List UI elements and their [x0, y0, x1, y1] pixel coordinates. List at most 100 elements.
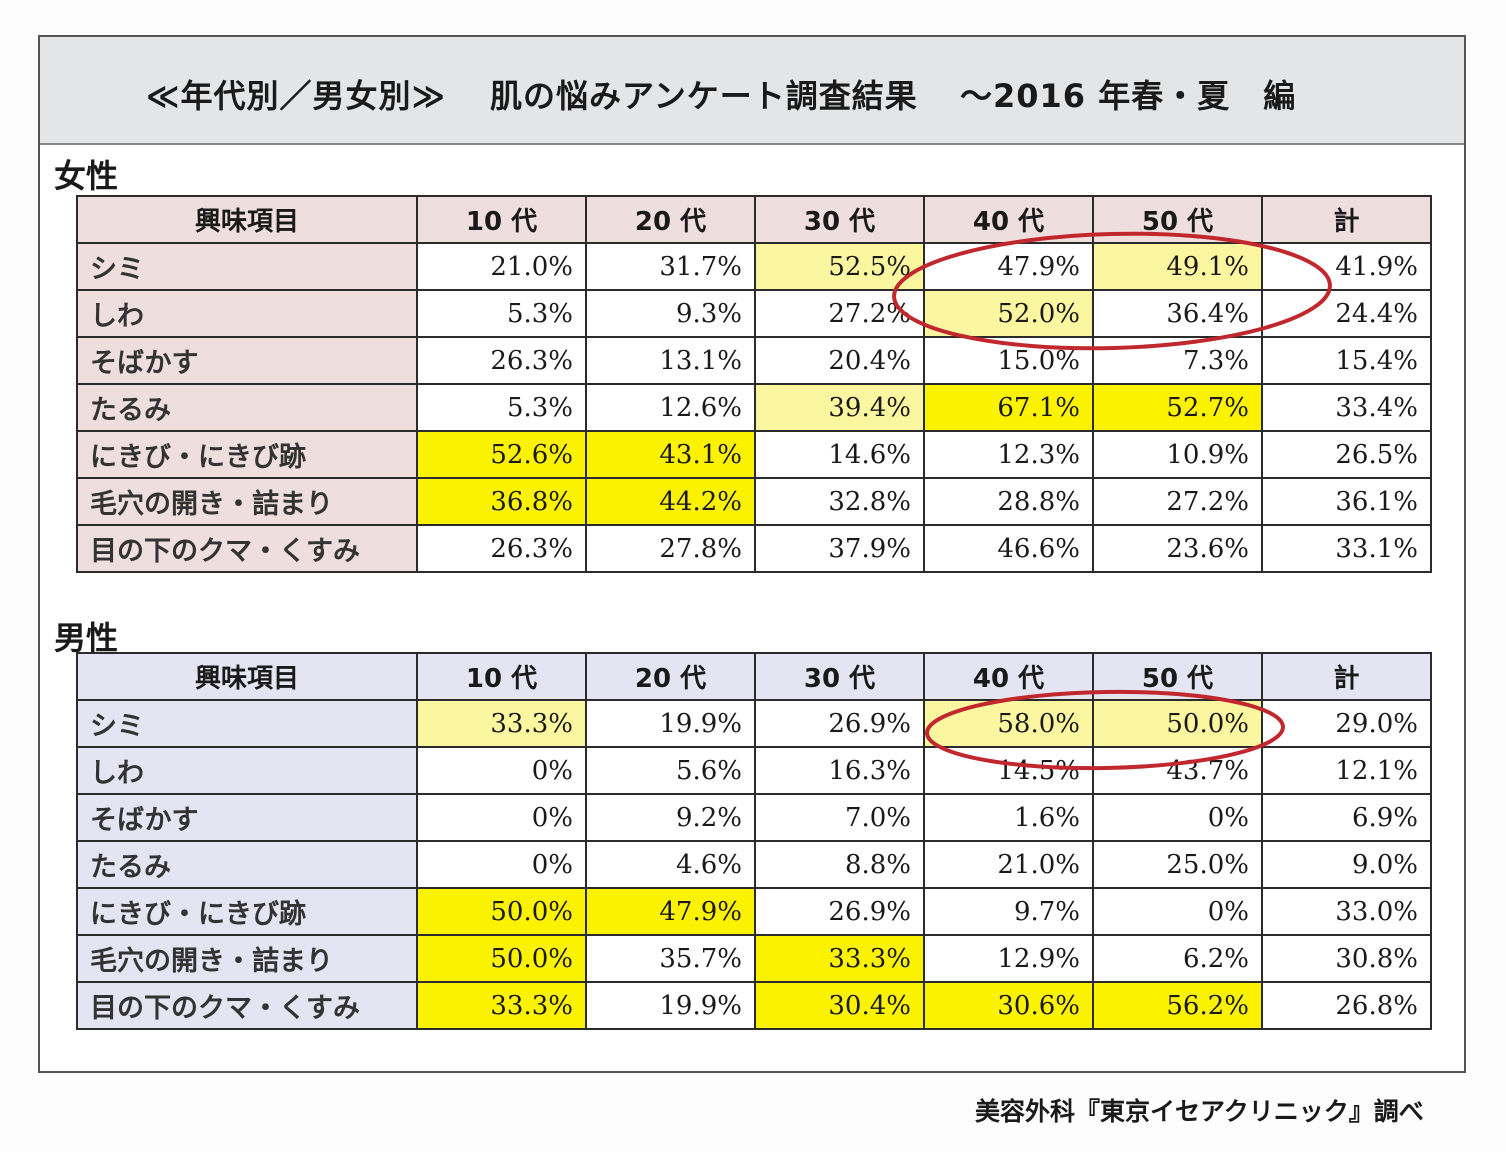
value-cell: 33.0%: [1261, 887, 1432, 936]
highlighted-value-cell: 33.3%: [754, 934, 925, 983]
highlighted-value-cell: 36.8%: [416, 477, 587, 526]
table-row: 目の下のクマ・くすみ 26.3% 27.8% 37.9% 46.6% 23.6% 33.1%: [76, 524, 1432, 573]
value-cell: 6.2%: [1092, 934, 1263, 983]
column-header: 30 代: [754, 652, 925, 701]
value-cell: 26.8%: [1261, 981, 1432, 1030]
row-label: しわ: [76, 746, 418, 795]
table-row: たるみ 0% 4.6% 8.8% 21.0% 25.0% 9.0%: [76, 840, 1432, 889]
column-header: 10 代: [416, 195, 587, 244]
value-cell: 25.0%: [1092, 840, 1263, 889]
table-row: 目の下のクマ・くすみ 33.3% 19.9% 30.4% 30.6% 56.2% 26.8%: [76, 981, 1432, 1030]
highlighted-value-cell: 43.1%: [585, 430, 756, 479]
value-cell: 6.9%: [1261, 793, 1432, 842]
highlighted-value-cell: 50.0%: [416, 934, 587, 983]
column-header: 40 代: [923, 652, 1094, 701]
table-row: シミ 33.3% 19.9% 26.9% 58.0% 50.0% 29.0%: [76, 699, 1432, 748]
row-label: にきび・にきび跡: [76, 430, 418, 479]
value-cell: 26.9%: [754, 887, 925, 936]
title-category: ≪年代別／男女別≫: [146, 77, 447, 115]
value-cell: 43.7%: [1092, 746, 1263, 795]
row-label: たるみ: [76, 383, 418, 432]
table-row: そばかす 0% 9.2% 7.0% 1.6% 0% 6.9%: [76, 793, 1432, 842]
column-header: 計: [1261, 652, 1432, 701]
table-row: 毛穴の開き・詰まり 50.0% 35.7% 33.3% 12.9% 6.2% 30.8%: [76, 934, 1432, 983]
value-cell: 0%: [1092, 887, 1263, 936]
value-cell: 32.8%: [754, 477, 925, 526]
value-cell: 27.8%: [585, 524, 756, 573]
value-cell: 13.1%: [585, 336, 756, 385]
value-cell: 35.7%: [585, 934, 756, 983]
female-results-table: 興味項目 10 代 20 代 30 代 40 代 50 代計 シミ 21.0% 31.7% 52…: [76, 195, 1432, 573]
value-cell: 7.3%: [1092, 336, 1263, 385]
value-cell: 9.3%: [585, 289, 756, 338]
table-row: たるみ 5.3% 12.6% 39.4% 67.1% 52.7% 33.4%: [76, 383, 1432, 432]
value-cell: 19.9%: [585, 699, 756, 748]
table-row: にきび・にきび跡 50.0% 47.9% 26.9% 9.7% 0% 33.0%: [76, 887, 1432, 936]
row-label: そばかす: [76, 336, 418, 385]
value-cell: 5.6%: [585, 746, 756, 795]
column-header: 20 代: [585, 652, 756, 701]
value-cell: 12.1%: [1261, 746, 1432, 795]
table-header-row: 興味項目 10 代 20 代 30 代 40 代 50 代計: [76, 195, 1432, 244]
column-header-item: 興味項目: [76, 652, 418, 701]
value-cell: 10.9%: [1092, 430, 1263, 479]
column-header: 50 代: [1092, 195, 1263, 244]
value-cell: 12.6%: [585, 383, 756, 432]
row-label: 毛穴の開き・詰まり: [76, 477, 418, 526]
highlighted-value-cell: 56.2%: [1092, 981, 1263, 1030]
highlighted-value-cell: 52.7%: [1092, 383, 1263, 432]
value-cell: 21.0%: [923, 840, 1094, 889]
table-row: しわ 5.3% 9.3% 27.2% 52.0% 36.4% 24.4%: [76, 289, 1432, 338]
value-cell: 14.5%: [923, 746, 1094, 795]
value-cell: 24.4%: [1261, 289, 1432, 338]
row-label: シミ: [76, 699, 418, 748]
value-cell: 37.9%: [754, 524, 925, 573]
highlighted-value-cell: 39.4%: [754, 383, 925, 432]
value-cell: 9.7%: [923, 887, 1094, 936]
row-label: 目の下のクマ・くすみ: [76, 524, 418, 573]
value-cell: 0%: [416, 746, 587, 795]
value-cell: 21.0%: [416, 242, 587, 291]
value-cell: 0%: [416, 793, 587, 842]
male-results-table: 興味項目 10 代 20 代 30 代 40 代 50 代計 シミ 33.3% 19.9% 26…: [76, 652, 1432, 1030]
value-cell: 9.2%: [585, 793, 756, 842]
value-cell: 27.2%: [754, 289, 925, 338]
title-bar: ≪年代別／男女別≫ 肌の悩みアンケート調査結果 ～2016 年春・夏 編: [40, 37, 1464, 145]
title-period: ～2016 年春・夏 編: [960, 77, 1297, 115]
male-section-label: 男性: [54, 619, 119, 657]
value-cell: 47.9%: [923, 242, 1094, 291]
table-header-row: 興味項目 10 代 20 代 30 代 40 代 50 代計: [76, 652, 1432, 701]
table-row: シミ 21.0% 31.7% 52.5% 47.9% 49.1% 41.9%: [76, 242, 1432, 291]
value-cell: 31.7%: [585, 242, 756, 291]
column-header-item: 興味項目: [76, 195, 418, 244]
source-credit: 美容外科『東京イセアクリニック』調べ: [975, 1097, 1424, 1126]
value-cell: 30.8%: [1261, 934, 1432, 983]
value-cell: 12.3%: [923, 430, 1094, 479]
row-label: しわ: [76, 289, 418, 338]
highlighted-value-cell: 58.0%: [923, 699, 1094, 748]
highlighted-value-cell: 52.5%: [754, 242, 925, 291]
column-header: 20 代: [585, 195, 756, 244]
column-header: 10 代: [416, 652, 587, 701]
value-cell: 15.0%: [923, 336, 1094, 385]
value-cell: 26.3%: [416, 336, 587, 385]
value-cell: 19.9%: [585, 981, 756, 1030]
row-label: にきび・にきび跡: [76, 887, 418, 936]
value-cell: 12.9%: [923, 934, 1094, 983]
value-cell: 36.1%: [1261, 477, 1432, 526]
value-cell: 27.2%: [1092, 477, 1263, 526]
highlighted-value-cell: 33.3%: [416, 699, 587, 748]
value-cell: 41.9%: [1261, 242, 1432, 291]
row-label: シミ: [76, 242, 418, 291]
table-row: 毛穴の開き・詰まり 36.8% 44.2% 32.8% 28.8% 27.2% 36.1%: [76, 477, 1432, 526]
table-row: そばかす 26.3% 13.1% 20.4% 15.0% 7.3% 15.4%: [76, 336, 1432, 385]
value-cell: 0%: [416, 840, 587, 889]
row-label: 毛穴の開き・詰まり: [76, 934, 418, 983]
row-label: たるみ: [76, 840, 418, 889]
table-row: しわ 0% 5.6% 16.3% 14.5% 43.7% 12.1%: [76, 746, 1432, 795]
value-cell: 23.6%: [1092, 524, 1263, 573]
highlighted-value-cell: 47.9%: [585, 887, 756, 936]
table-row: にきび・にきび跡 52.6% 43.1% 14.6% 12.3% 10.9% 26.5%: [76, 430, 1432, 479]
value-cell: 36.4%: [1092, 289, 1263, 338]
highlighted-value-cell: 30.4%: [754, 981, 925, 1030]
